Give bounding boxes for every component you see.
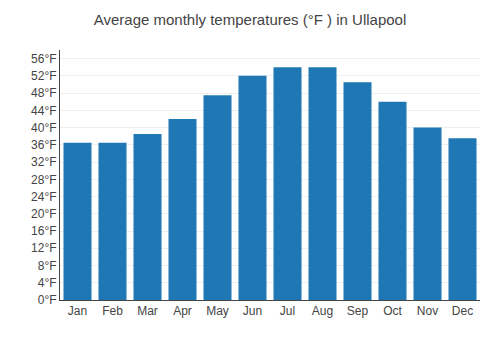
svg-text:24°F: 24°F [31,190,56,204]
svg-text:20°F: 20°F [31,207,56,221]
svg-text:56°F: 56°F [31,52,56,66]
svg-text:12°F: 12°F [31,241,56,255]
svg-text:May: May [206,304,229,318]
svg-text:40°F: 40°F [31,121,56,135]
svg-text:52°F: 52°F [31,69,56,83]
svg-text:Jul: Jul [280,304,295,318]
svg-text:Apr: Apr [173,304,192,318]
svg-text:16°F: 16°F [31,224,56,238]
svg-text:Feb: Feb [102,304,123,318]
svg-text:4°F: 4°F [38,276,57,290]
svg-text:0°F: 0°F [38,293,57,307]
svg-text:Oct: Oct [383,304,402,318]
svg-text:Dec: Dec [452,304,473,318]
svg-text:28°F: 28°F [31,173,56,187]
svg-text:Jan: Jan [68,304,87,318]
svg-text:Mar: Mar [137,304,158,318]
svg-text:Jun: Jun [243,304,262,318]
svg-text:Sep: Sep [347,304,369,318]
svg-text:Aug: Aug [312,304,333,318]
svg-text:Nov: Nov [417,304,438,318]
svg-text:Average monthly temperatures (: Average monthly temperatures (°F ) in Ul… [94,11,407,28]
svg-text:36°F: 36°F [31,138,56,152]
svg-text:48°F: 48°F [31,86,56,100]
svg-text:32°F: 32°F [31,155,56,169]
svg-text:44°F: 44°F [31,104,56,118]
svg-text:8°F: 8°F [38,259,57,273]
